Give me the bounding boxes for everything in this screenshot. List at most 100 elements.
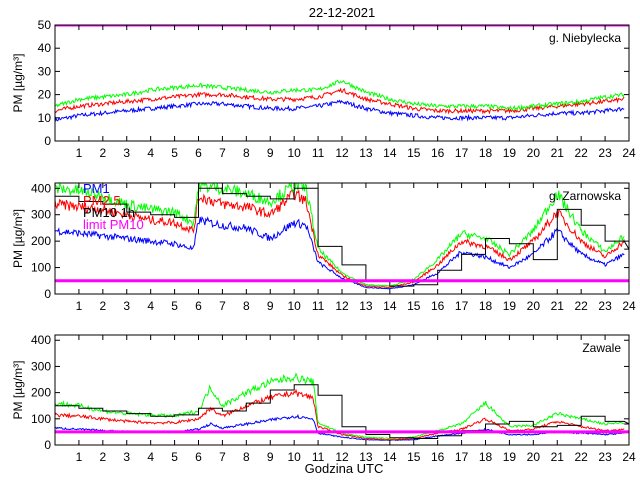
x-tick-label: 1 [76,450,83,464]
y-tick-label: 300 [31,208,51,222]
x-tick-label: 24 [622,146,636,160]
y-tick-label: 20 [38,88,52,102]
y-tick-label: 30 [38,64,52,78]
x-tick-label: 11 [312,146,325,160]
x-tick-label: 24 [622,450,636,464]
plot-area [55,25,629,123]
x-tick-label: 8 [243,450,250,464]
legend-entry: PM2.5 [83,193,121,208]
x-tick-label: 6 [195,299,202,313]
x-tick-label: 17 [455,146,469,160]
y-tick-label: 50 [38,18,52,32]
x-tick-label: 10 [287,450,301,464]
y-tick-label: 200 [31,386,51,400]
legend-entry: limit PM10 [83,217,144,232]
x-tick-label: 22 [574,299,588,313]
station-name: g. Zarnowska [549,189,621,203]
x-tick-label: 17 [455,299,469,313]
x-tick-label: 3 [123,450,130,464]
x-tick-label: 5 [171,146,178,160]
x-tick-label: 2 [99,146,106,160]
x-tick-label: 9 [267,146,274,160]
x-tick-label: 12 [335,146,349,160]
x-tick-label: 2 [99,299,106,313]
x-tick-label: 20 [527,146,541,160]
plot-frame [54,334,630,446]
y-tick-label: 100 [31,261,51,275]
x-tick-label: 7 [219,299,226,313]
x-tick-label: 19 [503,450,517,464]
x-tick-label: 1 [76,146,83,160]
plot-area [55,372,629,441]
series-pm10_1h [55,187,629,287]
x-tick-label: 1 [76,299,83,313]
x-tick-label: 21 [551,450,565,464]
series-pm1 [55,215,625,290]
legend-entry: PM10 1h [83,205,135,220]
y-tick-label: 100 [31,412,51,426]
y-tick-label: 300 [31,359,51,373]
y-tick-label: 10 [38,111,52,125]
x-tick-label: 15 [407,450,421,464]
x-tick-label: 20 [527,299,541,313]
series-pm25 [55,87,625,115]
station-name: g. Niebylecka [549,31,621,45]
y-tick-label: 0 [44,287,51,301]
x-tick-label: 23 [598,146,612,160]
x-tick-label: 8 [243,146,250,160]
x-tick-label: 12 [335,450,349,464]
y-tick-label: 200 [31,234,51,248]
x-tick-label: 10 [287,299,301,313]
x-tick-label: 14 [383,146,397,160]
x-tick-label: 4 [147,450,154,464]
x-tick-label: 18 [479,299,493,313]
plot-frame [54,182,630,295]
x-tick-label: 16 [431,146,445,160]
series-pm10_1h [55,384,629,439]
x-tick-label: 16 [431,450,445,464]
series-pm10 [55,183,625,288]
x-tick-label: 14 [383,299,397,313]
x-tick-label: 18 [479,146,493,160]
x-tick-label: 3 [123,299,130,313]
x-tick-label: 21 [551,299,565,313]
x-tick-label: 4 [147,146,154,160]
x-tick-label: 11 [312,299,325,313]
x-tick-label: 21 [551,146,565,160]
x-tick-label: 9 [267,450,274,464]
x-tick-label: 5 [171,450,178,464]
x-tick-label: 24 [622,299,636,313]
plot-frame [54,24,630,142]
x-tick-label: 14 [383,450,397,464]
y-tick-label: 0 [44,438,51,452]
y-tick-label: 400 [31,333,51,347]
series-pm25 [55,188,625,288]
x-tick-label: 15 [407,146,421,160]
x-tick-label: 6 [195,146,202,160]
y-axis-label: PM [µg/m³] [11,361,25,420]
y-axis-label: PM [µg/m³] [11,54,25,113]
x-tick-label: 23 [598,450,612,464]
x-tick-label: 13 [359,450,373,464]
x-tick-label: 6 [195,450,202,464]
y-tick-label: 0 [44,134,51,148]
x-tick-label: 7 [219,146,226,160]
x-tick-label: 12 [335,299,349,313]
y-axis-label: PM [µg/m³] [11,209,25,268]
x-tick-label: 13 [359,146,373,160]
x-tick-label: 19 [503,146,517,160]
legend-entry: PM1 [83,181,110,196]
y-tick-label: 400 [31,181,51,195]
x-tick-label: 5 [171,299,178,313]
x-axis-label: Godzina UTC [305,461,384,476]
x-tick-label: 3 [123,146,130,160]
x-tick-label: 18 [479,450,493,464]
y-tick-label: 40 [38,41,52,55]
x-tick-label: 19 [503,299,517,313]
x-tick-label: 7 [219,450,226,464]
x-tick-label: 20 [527,450,541,464]
